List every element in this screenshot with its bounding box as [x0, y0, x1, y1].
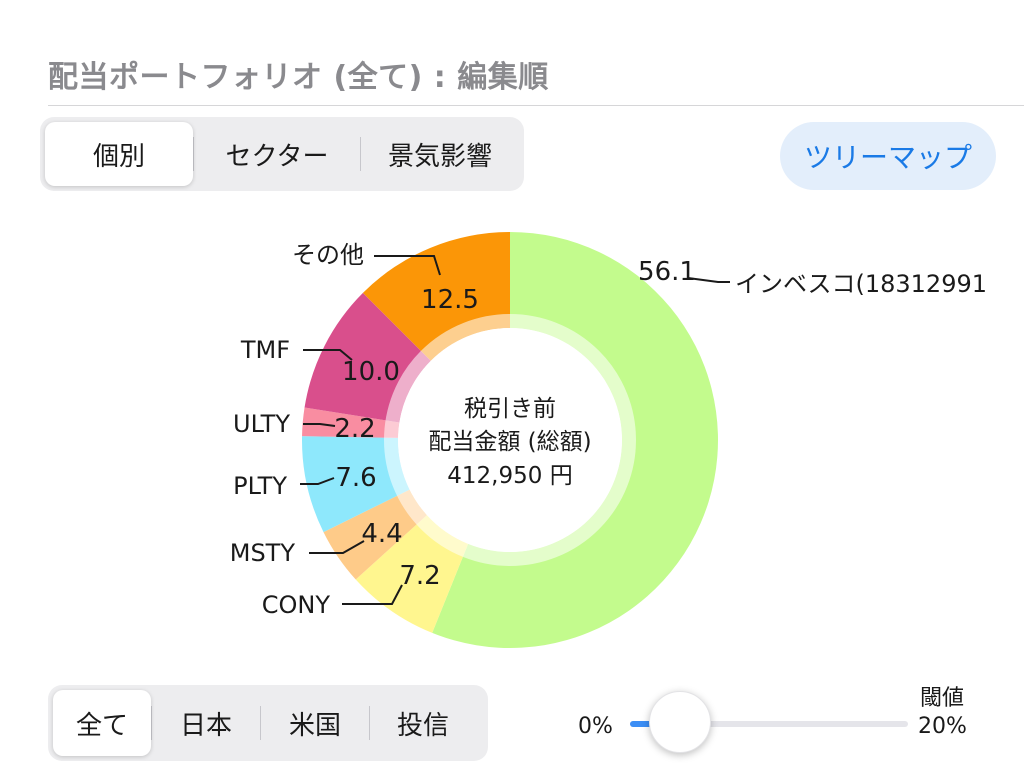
tab-economic-impact[interactable]: 景気影響	[387, 141, 492, 172]
labels-layer: 56.1 インベスコ(18312991 7.2 CONY 4.4 MSTY 7.6 PLTY 2…	[230, 241, 987, 619]
donut-chart: 56.1 インベスコ(18312991 7.2 CONY 4.4 MSTY 7.6 PLTY 2…	[230, 232, 987, 648]
leader-line-ulty	[303, 423, 336, 427]
leader-line-other	[374, 255, 441, 276]
leader-line-plty	[300, 477, 335, 485]
segment-divider	[360, 137, 361, 171]
tab-us[interactable]: 米国	[288, 710, 341, 741]
tab-individual[interactable]: 個別	[45, 122, 193, 186]
slice-msty[interactable]	[323, 489, 427, 580]
center-label-line1: 税引き前	[464, 396, 556, 422]
center-total-amount: 412,950 円	[447, 463, 572, 489]
segment-divider	[369, 706, 370, 740]
value-label-cony: 7.2	[399, 561, 440, 591]
name-label-18312991: インベスコ(18312991	[735, 270, 987, 298]
tab-all[interactable]: 全て	[53, 690, 151, 756]
leader-line-msty	[309, 540, 365, 554]
treemap-button[interactable]: ツリーマップ	[780, 122, 996, 190]
name-label-other: その他	[292, 241, 364, 269]
slice-ulty[interactable]	[302, 407, 400, 438]
value-label-ulty: 2.2	[334, 414, 375, 444]
tab-investment-trust[interactable]: 投信	[396, 710, 449, 741]
view-segmented-control: 個別 セクター 景気影響	[40, 117, 524, 191]
slices-layer	[302, 232, 718, 648]
leader-line-cony	[342, 584, 403, 605]
center-label-line2: 配当金額 (総額)	[428, 429, 591, 455]
slice-plty[interactable]	[302, 436, 410, 533]
tab-sector[interactable]: セクター	[225, 141, 329, 172]
slider-max-label: 20%	[918, 714, 967, 739]
name-label-tmf: TMF	[240, 336, 290, 364]
segment-divider	[151, 706, 152, 740]
value-label-tmf: 10.0	[342, 357, 400, 387]
value-label-18312991: 56.1	[638, 257, 696, 287]
donut-hole	[398, 328, 622, 552]
value-label-other: 12.5	[421, 285, 479, 315]
tab-japan[interactable]: 日本	[179, 710, 232, 741]
leader-line-18312991	[687, 277, 730, 283]
value-label-plty: 7.6	[335, 463, 376, 493]
threshold-label: 閾値	[920, 686, 965, 711]
threshold-slider-thumb[interactable]	[649, 691, 711, 753]
slider-min-label: 0%	[578, 714, 613, 739]
leader-line-tmf	[303, 349, 353, 361]
title-divider	[48, 105, 1024, 106]
segment-divider	[193, 137, 194, 171]
donut-inner-ring	[384, 314, 636, 566]
region-segmented-control: 全て 日本 米国 投信	[48, 685, 488, 761]
slice-18312991[interactable]	[432, 232, 718, 648]
name-label-msty: MSTY	[230, 539, 296, 567]
segment-divider	[260, 706, 261, 740]
value-label-msty: 4.4	[361, 519, 402, 549]
name-label-cony: CONY	[262, 591, 331, 619]
name-label-ulty: ULTY	[233, 410, 290, 438]
name-label-plty: PLTY	[233, 472, 287, 500]
page-title: 配当ポートフォリオ (全て) : 編集順	[48, 60, 549, 95]
